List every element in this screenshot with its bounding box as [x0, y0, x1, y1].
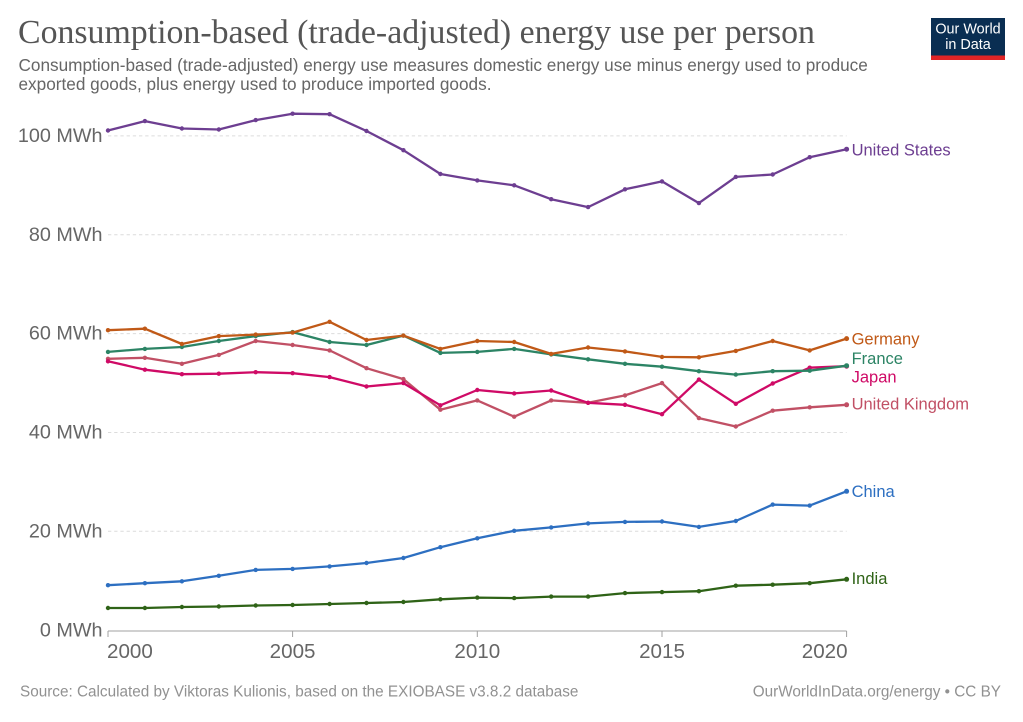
svg-text:Consumption-based (trade-adjus: Consumption-based (trade-adjusted) energ… — [19, 55, 868, 75]
svg-text:United States: United States — [852, 142, 951, 160]
svg-text:40 MWh: 40 MWh — [29, 422, 103, 444]
svg-text:0 MWh: 0 MWh — [40, 619, 103, 641]
svg-text:France: France — [852, 350, 903, 368]
svg-text:OurWorldInData.org/energy • CC: OurWorldInData.org/energy • CC BY — [753, 684, 1001, 701]
svg-text:exported goods, plus energy us: exported goods, plus energy used to prod… — [19, 74, 492, 94]
svg-text:2000: 2000 — [107, 640, 153, 663]
svg-text:Germany: Germany — [852, 331, 921, 349]
svg-text:100 MWh: 100 MWh — [18, 125, 103, 147]
svg-text:India: India — [852, 570, 889, 588]
svg-text:60 MWh: 60 MWh — [29, 323, 103, 345]
svg-text:United Kingdom: United Kingdom — [852, 396, 969, 414]
svg-text:20 MWh: 20 MWh — [29, 520, 103, 542]
svg-text:Source: Calculated by Viktoras: Source: Calculated by Viktoras Kulionis,… — [20, 684, 578, 701]
svg-text:Our World: Our World — [935, 21, 1000, 37]
svg-text:2005: 2005 — [270, 640, 316, 663]
svg-text:2015: 2015 — [639, 640, 685, 663]
svg-text:in Data: in Data — [945, 37, 991, 53]
svg-text:80 MWh: 80 MWh — [29, 224, 103, 246]
svg-text:Japan: Japan — [852, 368, 897, 386]
svg-text:2020: 2020 — [802, 640, 848, 663]
svg-text:China: China — [852, 483, 896, 501]
svg-text:2010: 2010 — [454, 640, 500, 663]
svg-text:Consumption-based (trade-adjus: Consumption-based (trade-adjusted) energ… — [18, 14, 815, 51]
